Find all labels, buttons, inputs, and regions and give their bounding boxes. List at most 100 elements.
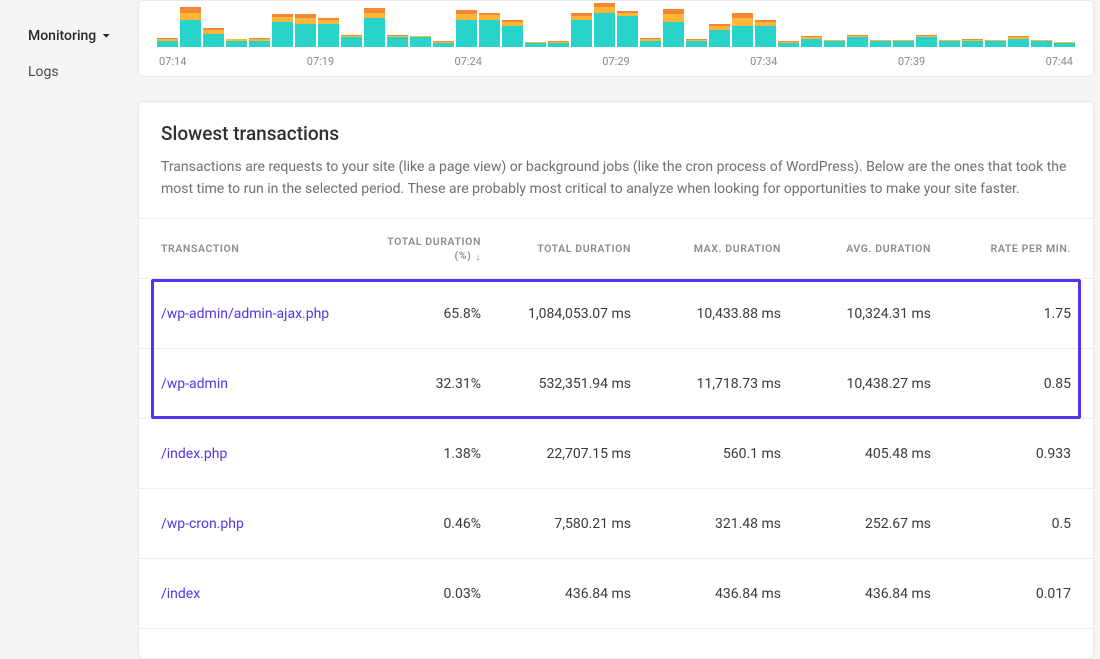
chart-bar [1031, 40, 1052, 47]
cell-pct: 0.46% [381, 516, 481, 532]
chart-bar [916, 35, 937, 47]
xaxis-tick: 07:44 [1046, 55, 1073, 68]
sidebar-item-label: Monitoring [28, 28, 96, 44]
cell-pct: 0.03% [381, 586, 481, 602]
col-max-duration[interactable]: MAX. DURATION [631, 242, 781, 256]
transaction-link[interactable]: /index [161, 586, 381, 602]
layout: Monitoring ⏷ Logs 07:1407:1907:2407:2907… [0, 0, 1100, 659]
cell-total: 532,351.94 ms [481, 376, 631, 392]
table-row: /index.php1.38%22,707.15 ms560.1 ms405.4… [139, 419, 1093, 489]
sidebar: Monitoring ⏷ Logs [0, 0, 138, 659]
chart-bar [387, 35, 408, 47]
cell-avg: 10,324.31 ms [781, 306, 931, 322]
transaction-link[interactable]: /wp-admin/admin-ajax.php [161, 306, 381, 322]
chart-bar [847, 35, 868, 47]
chart-bar [594, 3, 615, 47]
chart-bar [709, 24, 730, 47]
chart-bar [1054, 42, 1075, 47]
table-row: /wp-admin32.31%532,351.94 ms11,718.73 ms… [139, 349, 1093, 419]
cell-max: 10,433.88 ms [631, 306, 781, 322]
main-content: 07:1407:1907:2407:2907:3407:3907:44 Slow… [138, 0, 1100, 659]
table-row: /wp-cron.php0.46%7,580.21 ms321.48 ms252… [139, 489, 1093, 559]
xaxis-tick: 07:34 [750, 55, 777, 68]
chart-bar [364, 8, 385, 47]
chart-bar [318, 18, 339, 47]
chart-bar [571, 13, 592, 47]
xaxis-tick: 07:14 [159, 55, 186, 68]
cell-avg: 10,438.27 ms [781, 376, 931, 392]
chart-bar [479, 13, 500, 47]
xaxis-tick: 07:29 [602, 55, 629, 68]
chart-bar [663, 9, 684, 47]
col-total-pct[interactable]: TOTAL DURATION (%)↓ [381, 235, 481, 263]
chart-bar [502, 20, 523, 47]
chart-bar [939, 40, 960, 47]
table-header: TRANSACTION TOTAL DURATION (%)↓ TOTAL DU… [139, 219, 1093, 279]
cell-total: 7,580.21 ms [481, 516, 631, 532]
transaction-link[interactable]: /wp-cron.php [161, 516, 381, 532]
col-rate[interactable]: RATE PER MIN. [931, 242, 1071, 256]
chart-bar [732, 13, 753, 47]
cell-rate: 0.5 [931, 516, 1071, 532]
chart-bar [755, 20, 776, 47]
chart-bar [525, 42, 546, 47]
table-row: /index0.03%436.84 ms436.84 ms436.84 ms0.… [139, 559, 1093, 629]
sidebar-item-logs[interactable]: Logs [28, 54, 138, 90]
chart-bar [410, 36, 431, 47]
chart-bar [295, 14, 316, 47]
transaction-link[interactable]: /index.php [161, 446, 381, 462]
cell-total: 1,084,053.07 ms [481, 306, 631, 322]
chart-bar [962, 39, 983, 47]
tree-icon: ⏷ [102, 31, 110, 42]
cell-avg: 252.67 ms [781, 516, 931, 532]
chart-bar [1008, 36, 1029, 47]
table-body: /wp-admin/admin-ajax.php65.8%1,084,053.0… [139, 279, 1093, 629]
chart-bar [640, 38, 661, 47]
chart-bar [801, 36, 822, 47]
cell-total: 22,707.15 ms [481, 446, 631, 462]
chart-bar [686, 39, 707, 47]
cell-max: 560.1 ms [631, 446, 781, 462]
chart-bar [893, 40, 914, 47]
chart-xaxis: 07:1407:1907:2407:2907:3407:3907:44 [157, 55, 1075, 68]
cell-max: 436.84 ms [631, 586, 781, 602]
chart-bar [456, 10, 477, 47]
transactions-panel: Slowest transactions Transactions are re… [138, 101, 1094, 659]
chart-bar [341, 35, 362, 47]
chart-bar [180, 7, 201, 47]
sort-arrow-icon: ↓ [475, 252, 481, 263]
cell-rate: 0.933 [931, 446, 1071, 462]
col-total-duration[interactable]: TOTAL DURATION [481, 242, 631, 256]
sidebar-item-label: Logs [28, 64, 59, 80]
xaxis-tick: 07:39 [898, 55, 925, 68]
chart-bar [226, 39, 247, 47]
transaction-link[interactable]: /wp-admin [161, 376, 381, 392]
cell-pct: 32.31% [381, 376, 481, 392]
chart-bar [203, 28, 224, 47]
panel-title: Slowest transactions [161, 122, 1071, 145]
chart-bar [157, 38, 178, 47]
cell-max: 11,718.73 ms [631, 376, 781, 392]
col-avg-duration[interactable]: AVG. DURATION [781, 242, 931, 256]
chart-bar [433, 41, 454, 47]
sidebar-item-monitoring[interactable]: Monitoring ⏷ [28, 18, 138, 54]
chart-card: 07:1407:1907:2407:2907:3407:3907:44 [138, 0, 1094, 77]
chart-bar [548, 41, 569, 47]
cell-avg: 405.48 ms [781, 446, 931, 462]
panel-description: Transactions are requests to your site (… [161, 157, 1071, 200]
cell-rate: 0.85 [931, 376, 1071, 392]
chart-bar [272, 14, 293, 47]
chart-bar [617, 11, 638, 47]
chart-bar [985, 40, 1006, 47]
cell-pct: 65.8% [381, 306, 481, 322]
table-row: /wp-admin/admin-ajax.php65.8%1,084,053.0… [139, 279, 1093, 349]
chart-bar [824, 40, 845, 47]
panel-header: Slowest transactions Transactions are re… [139, 102, 1093, 219]
cell-rate: 0.017 [931, 586, 1071, 602]
xaxis-tick: 07:24 [455, 55, 482, 68]
bar-chart [157, 1, 1075, 47]
cell-total: 436.84 ms [481, 586, 631, 602]
chart-bar [249, 38, 270, 47]
col-transaction[interactable]: TRANSACTION [161, 242, 381, 256]
highlight-group: /wp-admin/admin-ajax.php65.8%1,084,053.0… [139, 279, 1093, 419]
